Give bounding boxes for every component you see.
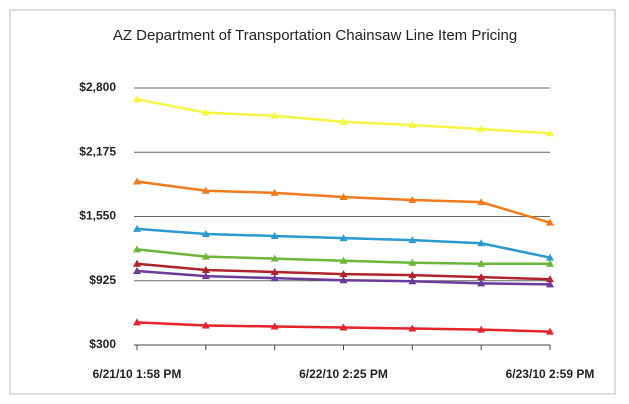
point-marker [339, 192, 348, 200]
point-marker [477, 125, 486, 133]
point-marker [546, 253, 554, 261]
point-marker [546, 275, 554, 283]
point-marker [477, 239, 486, 247]
y-tick-label: $2,800 [79, 80, 116, 94]
point-marker [408, 277, 417, 285]
point-marker [408, 196, 417, 204]
point-marker [408, 236, 417, 244]
point-marker [133, 266, 141, 274]
point-marker [133, 245, 141, 253]
point-marker [339, 234, 348, 242]
point-marker [408, 258, 417, 266]
point-marker [270, 322, 279, 330]
point-marker [201, 252, 210, 260]
point-marker [270, 274, 279, 282]
point-marker [339, 117, 348, 125]
point-marker [201, 229, 210, 237]
point-marker [201, 265, 210, 273]
y-tick-label: $2,175 [79, 144, 116, 158]
point-marker [546, 218, 554, 226]
point-marker [339, 256, 348, 264]
point-marker [201, 108, 210, 116]
point-marker [270, 188, 279, 196]
point-marker [477, 273, 486, 281]
x-tick-label: 6/21/10 1:58 PM [93, 367, 182, 381]
point-marker [270, 254, 279, 262]
point-marker [133, 177, 141, 185]
point-marker [339, 323, 348, 331]
point-marker [546, 280, 554, 288]
point-marker [270, 111, 279, 119]
chart-title: AZ Department of Transportation Chainsaw… [113, 27, 517, 44]
point-marker [546, 327, 554, 335]
x-tick-label: 6/23/10 2:59 PM [506, 367, 595, 381]
point-marker [477, 259, 486, 267]
point-marker [477, 198, 486, 206]
point-marker [133, 259, 141, 267]
point-marker [546, 129, 554, 137]
point-marker [339, 276, 348, 284]
y-tick-label: $925 [89, 273, 116, 287]
point-marker [270, 268, 279, 276]
point-marker [133, 224, 141, 232]
point-marker [339, 270, 348, 278]
y-tick-label: $300 [89, 337, 116, 351]
point-marker [201, 186, 210, 194]
point-marker [270, 232, 279, 240]
x-tick-label: 6/22/10 2:25 PM [299, 367, 388, 381]
point-marker [408, 324, 417, 332]
point-marker [201, 321, 210, 329]
point-marker [477, 279, 486, 287]
point-marker [201, 272, 210, 280]
point-marker [133, 318, 141, 326]
point-marker [546, 259, 554, 267]
point-marker [477, 325, 486, 333]
point-marker [408, 121, 417, 129]
y-tick-label: $1,550 [79, 209, 116, 223]
point-marker [408, 271, 417, 279]
point-marker [133, 95, 141, 103]
